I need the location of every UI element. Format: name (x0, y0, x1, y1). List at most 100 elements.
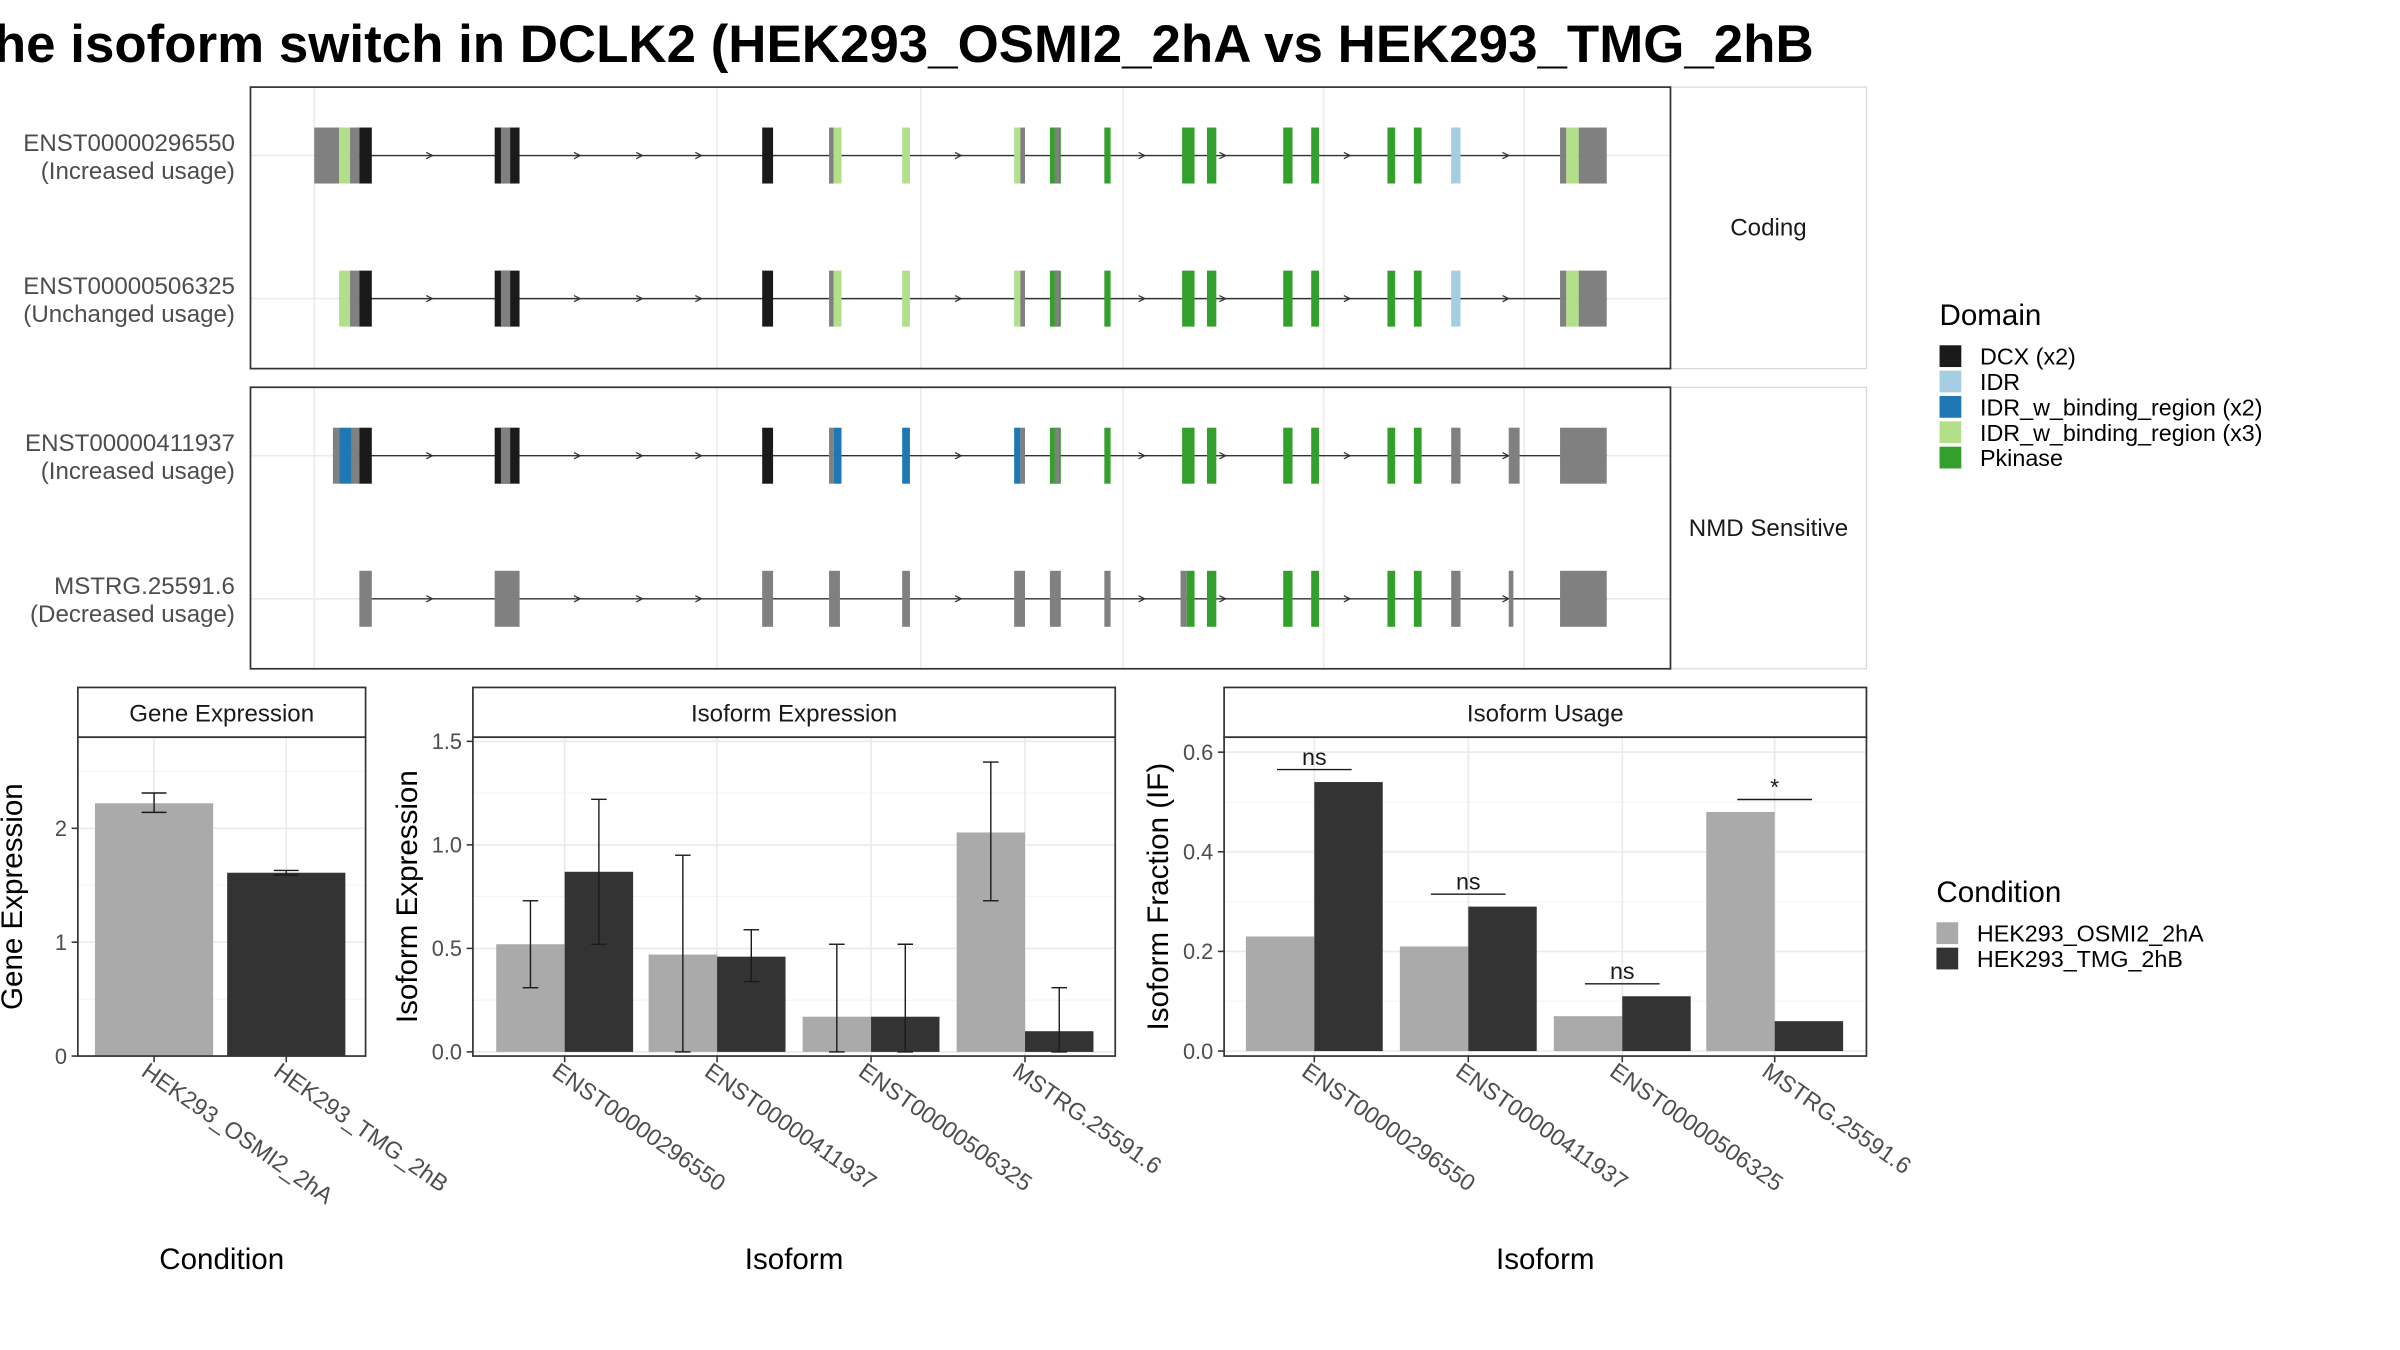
exon (339, 427, 352, 484)
intron-direction-arrow (954, 595, 963, 603)
exon (1283, 427, 1293, 484)
exon (1283, 570, 1293, 627)
intron-direction-arrow (1138, 151, 1147, 160)
facet-strip (1669, 386, 1868, 670)
intron-direction-arrow (695, 452, 703, 460)
domain-legend-label: IDR_w_binding_region (x3) (1980, 420, 2263, 446)
chart-title: Gene Expression (129, 701, 314, 728)
structure-facet-border (249, 86, 1672, 370)
bar (1706, 811, 1775, 1052)
exon (829, 570, 840, 627)
x-axis-title: Isoform (1496, 1243, 1595, 1276)
intron-direction-arrow (425, 294, 434, 303)
exon (1560, 270, 1567, 327)
y-tick-label: 1 (55, 930, 67, 955)
intron-direction-arrow (425, 595, 434, 603)
significance-label: ns (1302, 744, 1327, 770)
intron-direction-arrow (425, 151, 434, 160)
exon (1413, 270, 1422, 327)
exon (359, 427, 372, 484)
domain-legend-label: Pkinase (1980, 445, 2063, 471)
exon (494, 570, 520, 627)
exon (1182, 427, 1195, 484)
domain-legend-key (1939, 421, 1962, 444)
exon (1508, 427, 1520, 484)
exon (314, 127, 340, 184)
transcript-usage-label: (Decreased usage) (30, 601, 235, 628)
exon (500, 270, 511, 327)
domain-legend-key (1939, 345, 1962, 368)
exon (1413, 570, 1422, 627)
facet-strip-label: Coding (1730, 215, 1806, 242)
intron-direction-arrow (1502, 151, 1511, 160)
plot-border (472, 736, 1117, 1057)
intron-direction-arrow (1502, 294, 1511, 303)
intron-direction-arrow (1138, 294, 1147, 303)
intron-direction-arrow (1219, 294, 1228, 303)
exon (1387, 570, 1396, 627)
y-tick-label: 1.5 (432, 729, 462, 754)
exon (500, 127, 511, 184)
y-axis-title: Isoform Fraction (IF) (1142, 763, 1175, 1031)
intron-direction-arrow (695, 151, 703, 160)
exon (359, 127, 372, 184)
exon (1311, 270, 1319, 327)
exon (829, 427, 834, 484)
exon (1206, 127, 1217, 184)
y-axis-title: Gene Expression (0, 783, 29, 1010)
x-tick-label: MSTRG.25591.6 (1758, 1058, 1916, 1180)
structure-facet-background (250, 87, 1671, 369)
x-axis-title: Isoform (745, 1243, 844, 1276)
bar-chart-1: Isoform Expression0.00.51.01.5ENST000002… (391, 686, 1166, 1276)
y-tick-label: 0.4 (1183, 840, 1213, 865)
exon (1413, 427, 1422, 484)
chart-title-strip (472, 686, 1117, 739)
plot-border (1223, 736, 1868, 1057)
bar (1553, 1016, 1623, 1052)
significance-label: * (1770, 774, 1779, 800)
intron-direction-arrow (954, 151, 963, 160)
exon (350, 270, 360, 327)
exon (902, 427, 910, 484)
exon (1206, 427, 1217, 484)
intron-direction-arrow (1219, 595, 1228, 603)
intron-direction-arrow (1343, 151, 1352, 160)
exon (762, 570, 774, 627)
exon (1014, 270, 1021, 327)
exon (1311, 127, 1319, 184)
bar (1774, 1021, 1844, 1052)
intron-direction-arrow (1138, 595, 1147, 603)
y-tick-label: 0 (55, 1044, 67, 1069)
exon (1451, 270, 1461, 327)
exon (902, 270, 910, 327)
domain-legend-key (1939, 370, 1962, 393)
exon (1104, 127, 1111, 184)
y-tick-label: 0.2 (1183, 939, 1213, 964)
exon (1054, 427, 1060, 484)
intron-direction-arrow (635, 294, 644, 303)
intron-direction-arrow (425, 452, 434, 460)
exon (1054, 127, 1060, 184)
exon (1054, 270, 1060, 327)
transcript-id-label: ENST00000411937 (25, 430, 235, 457)
intron-direction-arrow (1219, 151, 1228, 160)
exon (1560, 427, 1607, 484)
figure-title: he isoform switch in DCLK2 (HEK293_OSMI2… (0, 15, 1814, 74)
y-tick-label: 0.0 (1183, 1039, 1213, 1064)
intron-direction-arrow (573, 151, 582, 160)
exon (1182, 127, 1195, 184)
exon (1206, 570, 1217, 627)
structure-facet-border (249, 386, 1672, 670)
bar (1314, 782, 1383, 1052)
exon (1566, 127, 1579, 184)
structure-facet-background (250, 387, 1671, 669)
y-tick-label: 0.5 (432, 936, 462, 961)
intron-direction-arrow (1343, 452, 1352, 460)
intron-direction-arrow (1219, 452, 1228, 460)
intron-direction-arrow (695, 294, 703, 303)
facet-strip-label: NMD Sensitive (1689, 515, 1848, 542)
exon (1283, 127, 1293, 184)
